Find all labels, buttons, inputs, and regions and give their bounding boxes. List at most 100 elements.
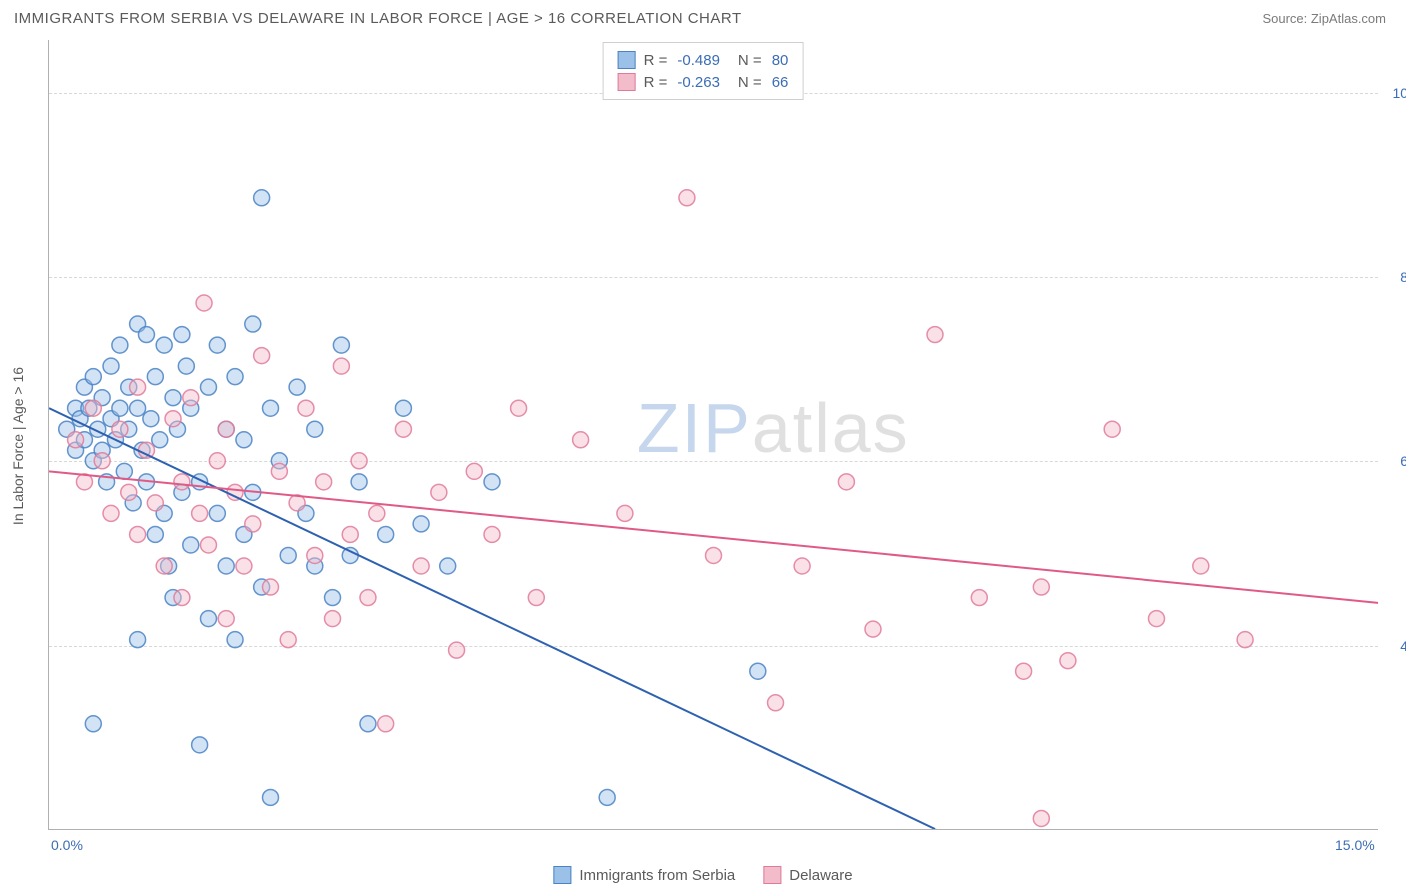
data-point-serbia xyxy=(599,789,615,805)
data-point-delaware xyxy=(325,611,341,627)
data-point-serbia xyxy=(325,590,341,606)
data-point-serbia xyxy=(138,327,154,343)
data-point-delaware xyxy=(209,453,225,469)
data-point-serbia xyxy=(156,337,172,353)
data-point-serbia xyxy=(307,421,323,437)
data-point-delaware xyxy=(1016,663,1032,679)
data-point-delaware xyxy=(147,495,163,511)
y-tick-label: 47.5% xyxy=(1384,638,1406,654)
data-point-serbia xyxy=(147,369,163,385)
data-point-serbia xyxy=(112,400,128,416)
data-point-delaware xyxy=(369,505,385,521)
data-point-serbia xyxy=(378,526,394,542)
data-point-serbia xyxy=(227,369,243,385)
data-point-delaware xyxy=(1193,558,1209,574)
data-point-delaware xyxy=(971,590,987,606)
r-label: R = xyxy=(644,52,668,69)
data-point-serbia xyxy=(152,432,168,448)
data-point-delaware xyxy=(218,421,234,437)
data-point-delaware xyxy=(794,558,810,574)
data-point-delaware xyxy=(511,400,527,416)
source-label: Source: xyxy=(1262,11,1310,26)
data-point-delaware xyxy=(254,348,270,364)
data-point-serbia xyxy=(280,547,296,563)
data-point-delaware xyxy=(528,590,544,606)
data-point-serbia xyxy=(116,463,132,479)
trend-line-serbia xyxy=(49,408,935,829)
legend-item-serbia: Immigrants from Serbia xyxy=(553,866,735,884)
data-point-serbia xyxy=(85,369,101,385)
swatch-delaware xyxy=(618,73,636,91)
data-point-serbia xyxy=(147,526,163,542)
chart-title: IMMIGRANTS FROM SERBIA VS DELAWARE IN LA… xyxy=(14,10,742,27)
y-axis-title: In Labor Force | Age > 16 xyxy=(10,367,26,525)
data-point-delaware xyxy=(165,411,181,427)
data-point-delaware xyxy=(1149,611,1165,627)
data-point-serbia xyxy=(130,632,146,648)
data-point-delaware xyxy=(112,421,128,437)
data-point-delaware xyxy=(85,400,101,416)
data-point-delaware xyxy=(449,642,465,658)
r-value-delaware: -0.263 xyxy=(677,74,720,91)
data-point-serbia xyxy=(254,190,270,206)
data-point-delaware xyxy=(1237,632,1253,648)
scatter-plot-svg xyxy=(49,40,1378,829)
data-point-delaware xyxy=(838,474,854,490)
data-point-serbia xyxy=(103,358,119,374)
data-point-serbia xyxy=(263,789,279,805)
data-point-delaware xyxy=(236,558,252,574)
data-point-delaware xyxy=(192,505,208,521)
n-value-serbia: 80 xyxy=(772,52,789,69)
data-point-serbia xyxy=(236,432,252,448)
data-point-delaware xyxy=(227,484,243,500)
legend-item-delaware: Delaware xyxy=(763,866,852,884)
data-point-serbia xyxy=(192,737,208,753)
data-point-serbia xyxy=(440,558,456,574)
data-point-delaware xyxy=(679,190,695,206)
data-point-delaware xyxy=(174,474,190,490)
data-point-serbia xyxy=(263,400,279,416)
data-point-delaware xyxy=(138,442,154,458)
legend-label-delaware: Delaware xyxy=(789,867,852,884)
data-point-delaware xyxy=(1033,810,1049,826)
data-point-serbia xyxy=(413,516,429,532)
data-point-delaware xyxy=(706,547,722,563)
data-point-serbia xyxy=(750,663,766,679)
legend-row-serbia: R = -0.489 N = 80 xyxy=(618,49,789,71)
data-point-delaware xyxy=(174,590,190,606)
data-point-serbia xyxy=(143,411,159,427)
y-tick-label: 82.5% xyxy=(1384,269,1406,285)
legend-row-delaware: R = -0.263 N = 66 xyxy=(618,71,789,93)
source-value: ZipAtlas.com xyxy=(1311,11,1386,26)
correlation-legend: R = -0.489 N = 80 R = -0.263 N = 66 xyxy=(603,42,804,100)
data-point-delaware xyxy=(617,505,633,521)
data-point-serbia xyxy=(245,316,261,332)
data-point-delaware xyxy=(865,621,881,637)
data-point-serbia xyxy=(342,547,358,563)
data-point-delaware xyxy=(484,526,500,542)
data-point-serbia xyxy=(209,505,225,521)
data-point-delaware xyxy=(263,579,279,595)
y-tick-label: 65.0% xyxy=(1384,453,1406,469)
data-point-serbia xyxy=(360,716,376,732)
series-legend: Immigrants from Serbia Delaware xyxy=(553,866,852,884)
data-point-serbia xyxy=(112,337,128,353)
data-point-serbia xyxy=(218,558,234,574)
data-point-serbia xyxy=(200,379,216,395)
swatch-delaware xyxy=(763,866,781,884)
data-point-delaware xyxy=(1104,421,1120,437)
data-point-serbia xyxy=(200,611,216,627)
data-point-delaware xyxy=(360,590,376,606)
data-point-delaware xyxy=(395,421,411,437)
data-point-delaware xyxy=(121,484,137,500)
data-point-delaware xyxy=(130,526,146,542)
data-point-delaware xyxy=(1060,653,1076,669)
chart-plot-area: 47.5%65.0%82.5%100.0%0.0%15.0% xyxy=(48,40,1378,830)
data-point-serbia xyxy=(333,337,349,353)
data-point-delaware xyxy=(378,716,394,732)
data-point-serbia xyxy=(85,716,101,732)
data-point-delaware xyxy=(200,537,216,553)
data-point-delaware xyxy=(1033,579,1049,595)
data-point-delaware xyxy=(156,558,172,574)
data-point-delaware xyxy=(466,463,482,479)
